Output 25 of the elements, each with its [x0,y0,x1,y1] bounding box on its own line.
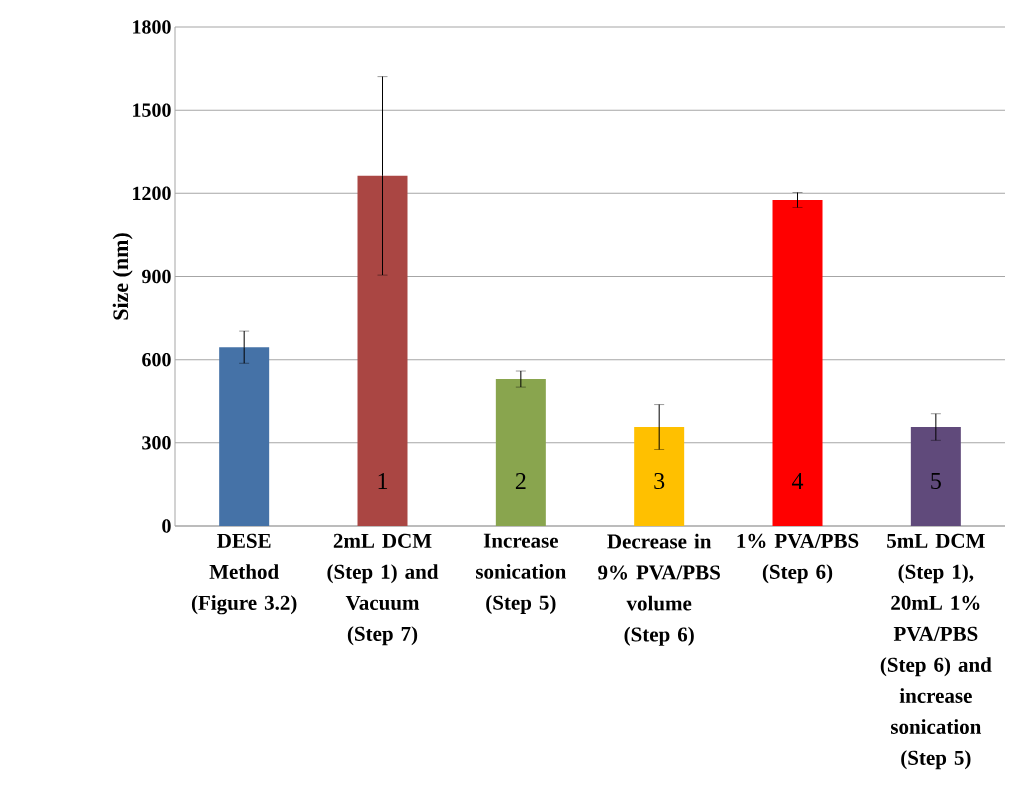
x-tick-label: 5mL DCM (Step 1), 20mL 1% PVA/PBS (Step 6) and increase sonication (Step 5) [880,533,992,770]
x-tick-label: 1% PVA/PBS (Step 6) [737,533,859,584]
bar [219,347,270,526]
x-tick-label: DESE Method (Figure 3.2) [191,533,297,615]
y-tick-label: 900 [142,269,171,284]
x-tick-label: Decrease in 9% PVA/PBS volume (Step 6) [598,533,720,646]
y-tick-label: 1500 [133,103,171,117]
bar [357,175,408,526]
y-axis-title: Size (nm) [112,233,133,320]
x-tick-label: Increase sonication (Step 5) [475,533,567,615]
x-tick-label: 2mL DCM (Step 1) and Vacuum (Step 7) [327,533,439,646]
y-tick-label: 1200 [133,186,171,201]
annotation: 5 [931,473,941,489]
annotation: 1 [378,473,388,489]
bar [910,427,961,526]
y-tick-label: 300 [142,436,171,450]
bar [634,427,685,526]
annotation: 4 [791,473,804,489]
bar [772,199,823,526]
y-tick-label: 600 [142,352,171,367]
annotation: 3 [654,472,665,490]
annotation: 2 [515,473,526,489]
bar [495,379,546,526]
y-tick-label: 0 [162,519,171,533]
y-tick-label: 1800 [133,20,171,34]
